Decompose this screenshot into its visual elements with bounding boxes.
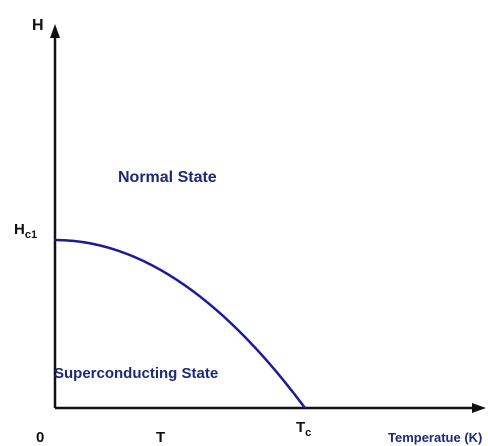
- x-mark-subscript: c: [305, 427, 311, 439]
- critical-field-curve: [54, 238, 307, 409]
- x-mark: T: [156, 429, 165, 446]
- y-axis-label: H: [32, 17, 44, 34]
- x-mark: Tc: [296, 419, 311, 439]
- y-mark: Hc1: [14, 221, 37, 241]
- region-label: Normal State: [118, 169, 217, 186]
- x-mark: 0: [36, 429, 44, 446]
- region-label: Superconducting State: [54, 365, 218, 382]
- x-mark-symbol: T: [296, 419, 305, 436]
- y-mark-subscript: c1: [25, 229, 37, 241]
- y-axis-arrow: [50, 24, 60, 38]
- x-axis-arrow: [472, 403, 486, 413]
- y-mark-symbol: H: [14, 221, 25, 238]
- x-axis-label: Temperatue (K): [388, 430, 482, 445]
